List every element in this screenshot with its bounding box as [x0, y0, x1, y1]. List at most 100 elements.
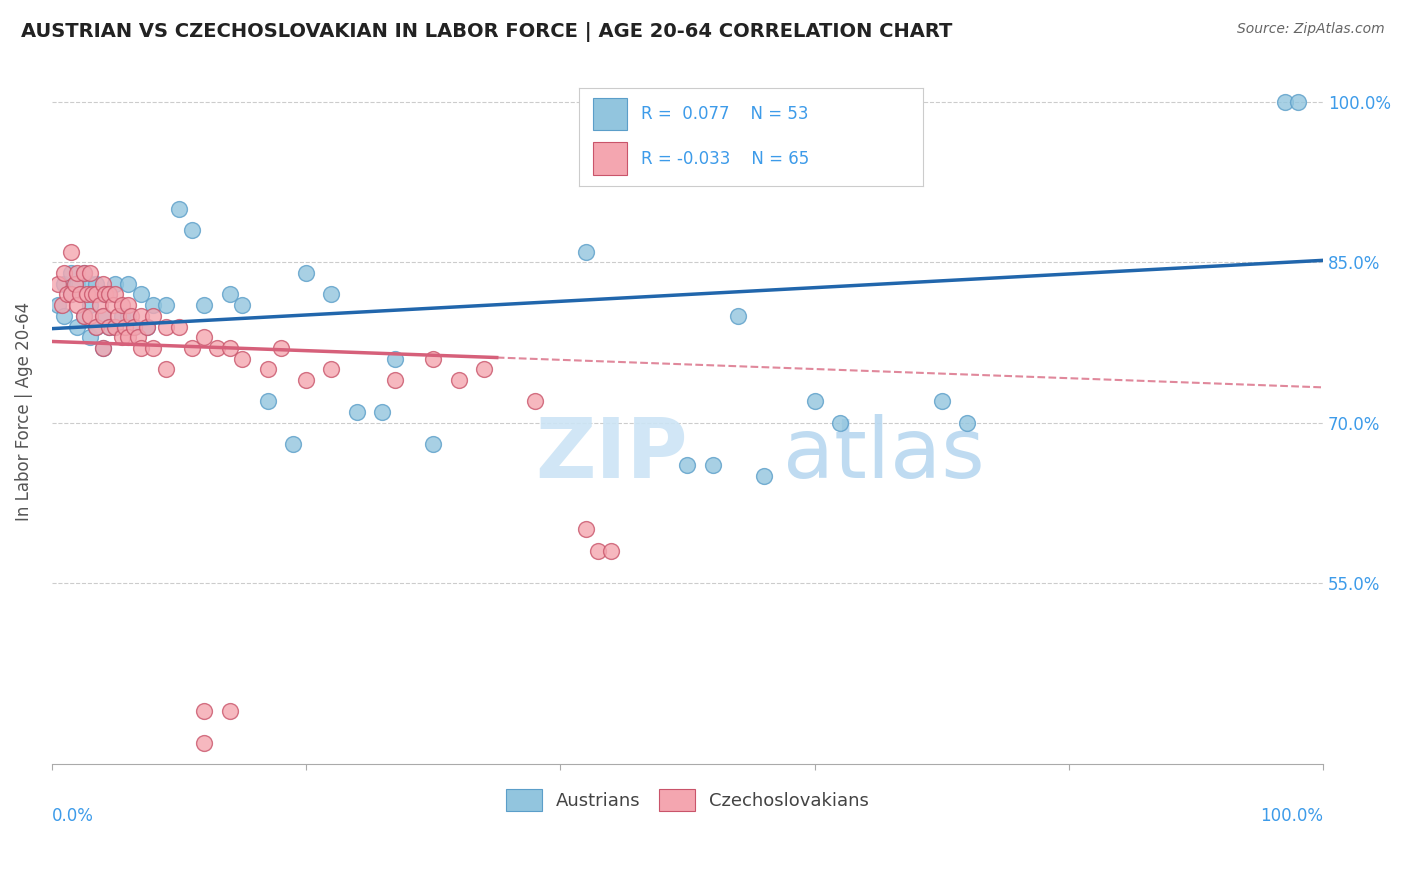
Point — [111, 330, 134, 344]
Point — [104, 319, 127, 334]
Point — [101, 298, 124, 312]
Point — [117, 277, 139, 291]
Point — [59, 287, 82, 301]
Point — [79, 277, 101, 291]
Point — [117, 309, 139, 323]
Text: ZIP: ZIP — [534, 414, 688, 495]
Point — [447, 373, 470, 387]
Point — [72, 266, 94, 280]
Point — [346, 405, 368, 419]
Point — [142, 298, 165, 312]
Point — [76, 287, 98, 301]
Point — [107, 309, 129, 323]
Point — [72, 309, 94, 323]
Point — [600, 543, 623, 558]
Point — [371, 405, 394, 419]
Y-axis label: In Labor Force | Age 20-64: In Labor Force | Age 20-64 — [15, 302, 32, 522]
Text: 0.0%: 0.0% — [52, 806, 94, 824]
Point — [91, 277, 114, 291]
Point — [193, 298, 215, 312]
Point — [69, 287, 91, 301]
Point — [384, 351, 406, 366]
Point — [79, 266, 101, 280]
Point — [588, 543, 610, 558]
Point — [72, 266, 94, 280]
Point — [142, 341, 165, 355]
Point — [89, 298, 111, 312]
Point — [97, 319, 120, 334]
Point — [422, 351, 444, 366]
Point — [218, 341, 240, 355]
Point — [53, 266, 76, 280]
Point — [180, 223, 202, 237]
Point — [97, 287, 120, 301]
Point — [384, 373, 406, 387]
Point — [142, 309, 165, 323]
Point — [702, 458, 724, 473]
Point — [180, 341, 202, 355]
Point — [82, 287, 104, 301]
Point — [63, 277, 86, 291]
Point — [124, 319, 146, 334]
Point — [91, 341, 114, 355]
Point — [66, 277, 89, 291]
Point — [91, 309, 114, 323]
Point — [1286, 95, 1309, 110]
Point — [79, 298, 101, 312]
Point — [114, 319, 136, 334]
Point — [205, 341, 228, 355]
Point — [97, 319, 120, 334]
Point — [66, 319, 89, 334]
Point — [111, 309, 134, 323]
Point — [104, 277, 127, 291]
Point — [193, 330, 215, 344]
Point — [94, 287, 117, 301]
Point — [155, 319, 177, 334]
Point — [752, 469, 775, 483]
Point — [51, 298, 73, 312]
Point — [257, 362, 280, 376]
Point — [523, 394, 546, 409]
Point — [120, 309, 142, 323]
Point — [84, 319, 107, 334]
Point — [56, 287, 79, 301]
Point — [66, 266, 89, 280]
Point — [117, 298, 139, 312]
Point — [422, 437, 444, 451]
Point — [59, 244, 82, 259]
Point — [79, 330, 101, 344]
Point — [231, 298, 253, 312]
Point — [127, 330, 149, 344]
Point — [46, 298, 69, 312]
Point — [167, 319, 190, 334]
Point — [66, 298, 89, 312]
Point — [129, 287, 152, 301]
Point — [575, 522, 598, 536]
Point — [231, 351, 253, 366]
Point — [270, 341, 292, 355]
Point — [1274, 95, 1296, 110]
Text: Source: ZipAtlas.com: Source: ZipAtlas.com — [1237, 22, 1385, 37]
Point — [321, 287, 343, 301]
Point — [155, 362, 177, 376]
Point — [218, 287, 240, 301]
Point — [218, 704, 240, 718]
Point — [124, 319, 146, 334]
Point — [84, 277, 107, 291]
Point — [97, 287, 120, 301]
Point — [53, 277, 76, 291]
Point — [84, 319, 107, 334]
Point — [111, 298, 134, 312]
Point — [72, 309, 94, 323]
Point — [136, 319, 159, 334]
Point — [129, 341, 152, 355]
Text: atlas: atlas — [783, 414, 984, 495]
Legend: Austrians, Czechoslovakians: Austrians, Czechoslovakians — [498, 782, 876, 819]
Point — [167, 202, 190, 216]
Point — [117, 330, 139, 344]
Point — [931, 394, 953, 409]
Point — [46, 277, 69, 291]
Point — [91, 287, 114, 301]
Point — [193, 704, 215, 718]
Text: AUSTRIAN VS CZECHOSLOVAKIAN IN LABOR FORCE | AGE 20-64 CORRELATION CHART: AUSTRIAN VS CZECHOSLOVAKIAN IN LABOR FOR… — [21, 22, 952, 42]
